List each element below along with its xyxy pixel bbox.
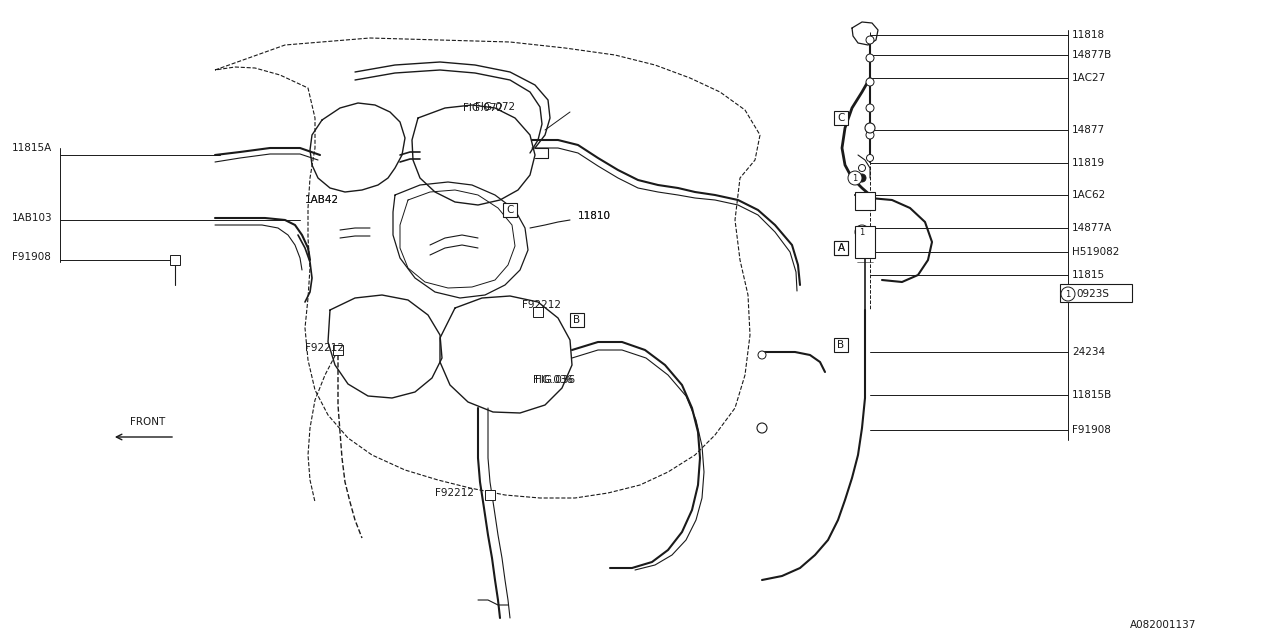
Circle shape bbox=[858, 174, 867, 182]
Text: 11810: 11810 bbox=[579, 211, 611, 221]
Text: 11810: 11810 bbox=[579, 211, 611, 221]
Text: 11815: 11815 bbox=[1073, 270, 1105, 280]
Text: B: B bbox=[573, 315, 581, 325]
Text: A082001137: A082001137 bbox=[1130, 620, 1197, 630]
Text: 14877: 14877 bbox=[1073, 125, 1105, 135]
Circle shape bbox=[851, 172, 859, 179]
Text: FRONT: FRONT bbox=[129, 417, 165, 427]
Text: 11818: 11818 bbox=[1073, 30, 1105, 40]
Text: 1AC62: 1AC62 bbox=[1073, 190, 1106, 200]
Bar bbox=[835, 338, 849, 352]
Bar bbox=[170, 255, 180, 265]
Circle shape bbox=[867, 131, 874, 139]
Text: 1AB103: 1AB103 bbox=[12, 213, 52, 223]
Text: 14877A: 14877A bbox=[1073, 223, 1112, 233]
Text: 11819: 11819 bbox=[1073, 158, 1105, 168]
Text: FIG.036: FIG.036 bbox=[532, 375, 573, 385]
Text: 1: 1 bbox=[859, 227, 864, 237]
Text: H519082: H519082 bbox=[1073, 247, 1120, 257]
Bar bbox=[532, 307, 543, 317]
Circle shape bbox=[849, 171, 861, 185]
Text: 14877B: 14877B bbox=[1073, 50, 1112, 60]
Text: 0923S: 0923S bbox=[1076, 289, 1108, 299]
Circle shape bbox=[867, 54, 874, 62]
Text: F92212: F92212 bbox=[305, 343, 344, 353]
Bar bbox=[485, 490, 495, 500]
Text: 1AC27: 1AC27 bbox=[1073, 73, 1106, 83]
Text: F91908: F91908 bbox=[12, 252, 51, 262]
Text: F91908: F91908 bbox=[1073, 425, 1111, 435]
Text: F92212: F92212 bbox=[522, 300, 561, 310]
Bar bbox=[1060, 284, 1132, 302]
Text: FIG.072: FIG.072 bbox=[475, 102, 515, 112]
Bar bbox=[855, 226, 876, 258]
Bar bbox=[835, 111, 849, 125]
Text: FIG.072: FIG.072 bbox=[463, 103, 503, 113]
Text: 24234: 24234 bbox=[1073, 347, 1105, 357]
Bar bbox=[835, 241, 849, 255]
Bar bbox=[503, 203, 517, 217]
Circle shape bbox=[867, 154, 873, 161]
Circle shape bbox=[756, 423, 767, 433]
Circle shape bbox=[867, 78, 874, 86]
Text: FIG.036: FIG.036 bbox=[535, 375, 575, 385]
Text: C: C bbox=[507, 205, 513, 215]
Circle shape bbox=[867, 104, 874, 112]
Text: B: B bbox=[837, 340, 845, 350]
Text: C: C bbox=[837, 113, 845, 123]
Text: 11815A: 11815A bbox=[12, 143, 52, 153]
Text: 1AB42: 1AB42 bbox=[305, 195, 339, 205]
Circle shape bbox=[758, 351, 765, 359]
Text: 1: 1 bbox=[852, 173, 858, 182]
Bar bbox=[855, 192, 876, 210]
Circle shape bbox=[1061, 287, 1075, 301]
Circle shape bbox=[855, 225, 869, 239]
Text: F92212: F92212 bbox=[435, 488, 474, 498]
Bar bbox=[333, 345, 343, 355]
Circle shape bbox=[867, 36, 874, 44]
Text: 1AB42: 1AB42 bbox=[305, 195, 339, 205]
Bar bbox=[570, 313, 584, 327]
Bar bbox=[835, 241, 849, 255]
Circle shape bbox=[865, 123, 876, 133]
Text: A: A bbox=[837, 243, 845, 253]
Text: 11815B: 11815B bbox=[1073, 390, 1112, 400]
Text: 1: 1 bbox=[1065, 289, 1070, 298]
Text: A: A bbox=[837, 243, 845, 253]
Circle shape bbox=[859, 164, 865, 172]
